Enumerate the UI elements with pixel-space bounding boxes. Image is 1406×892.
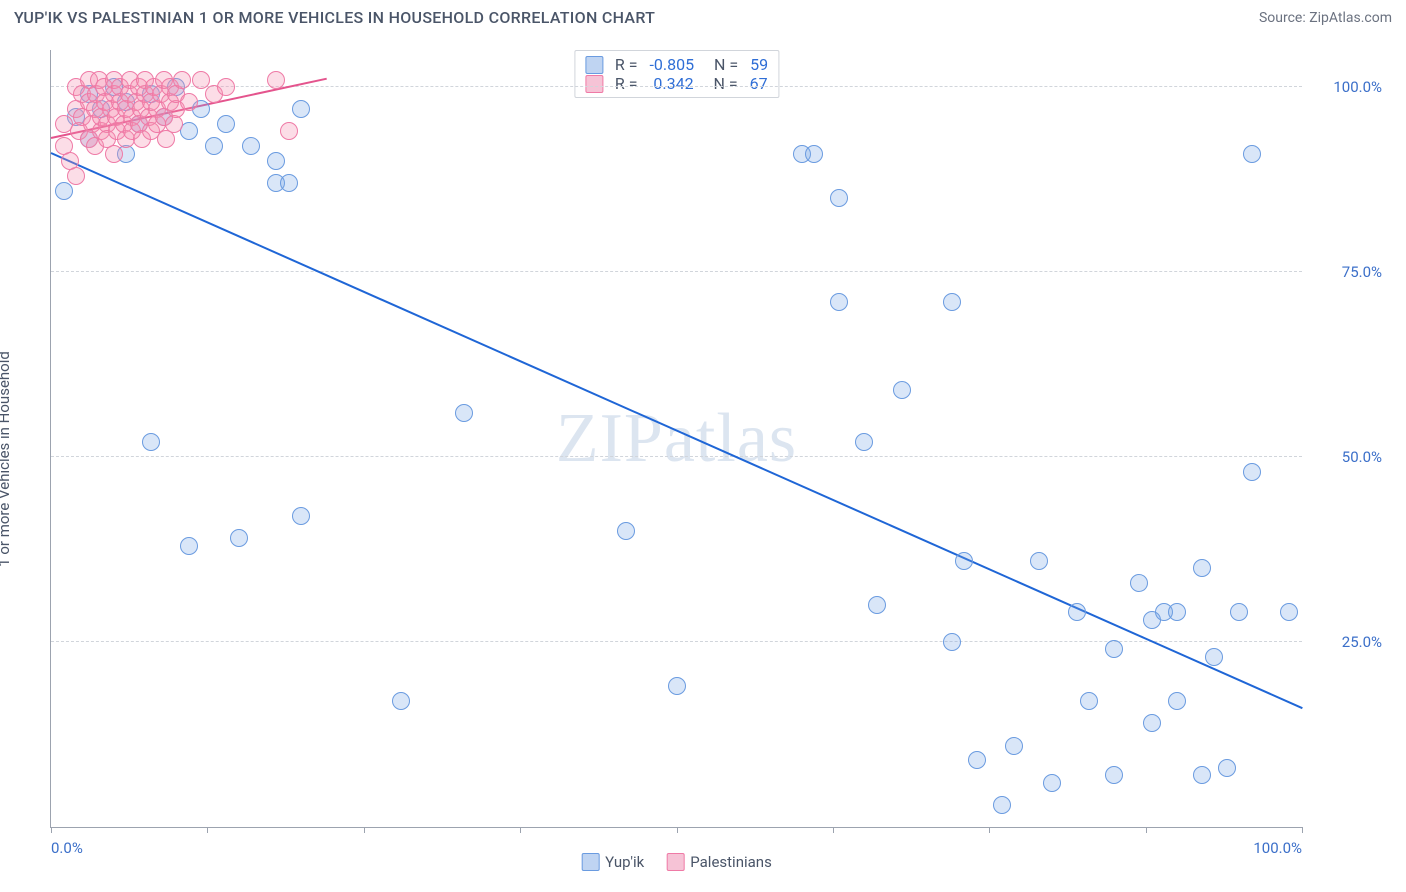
data-point	[1105, 640, 1123, 658]
data-point	[855, 433, 873, 451]
legend-swatch	[666, 853, 684, 871]
data-point	[180, 537, 198, 555]
data-point	[280, 122, 298, 140]
data-point	[617, 522, 635, 540]
data-point	[55, 182, 73, 200]
data-point	[1043, 774, 1061, 792]
data-point	[1193, 559, 1211, 577]
data-point	[217, 78, 235, 96]
data-point	[993, 796, 1011, 814]
legend-r-value: -0.805	[649, 55, 694, 74]
series-legend-label: Palestinians	[690, 853, 772, 871]
data-point	[1280, 603, 1298, 621]
x-tick	[51, 827, 52, 833]
data-point	[1105, 766, 1123, 784]
data-point	[67, 167, 85, 185]
plot-region: ZIPatlas R = -0.805 N = 59 R = 0.342 N =…	[50, 50, 1302, 828]
legend-n-value: 67	[750, 74, 768, 93]
data-point	[1005, 737, 1023, 755]
data-point	[1168, 603, 1186, 621]
gridline	[51, 456, 1302, 457]
x-tick	[364, 827, 365, 833]
data-point	[242, 137, 260, 155]
legend-swatch	[585, 75, 603, 93]
x-tick	[520, 827, 521, 833]
data-point	[805, 145, 823, 163]
data-point	[1080, 692, 1098, 710]
data-point	[142, 433, 160, 451]
x-tick	[1302, 827, 1303, 833]
data-point	[105, 145, 123, 163]
legend-row: R = -0.805 N = 59	[585, 55, 768, 74]
data-point	[1030, 552, 1048, 570]
source-label: Source: ZipAtlas.com	[1259, 10, 1392, 26]
x-tick	[1146, 827, 1147, 833]
series-legend-label: Yup'ik	[605, 853, 644, 871]
data-point	[1130, 574, 1148, 592]
data-point	[968, 751, 986, 769]
data-point	[1168, 692, 1186, 710]
series-legend: Yup'ik Palestinians	[581, 853, 772, 871]
data-point	[392, 692, 410, 710]
data-point	[292, 100, 310, 118]
data-point	[1243, 145, 1261, 163]
gridline	[51, 271, 1302, 272]
data-point	[1243, 463, 1261, 481]
data-point	[668, 677, 686, 695]
x-tick	[677, 827, 678, 833]
gridline	[51, 86, 1302, 87]
chart-title: YUP'IK VS PALESTINIAN 1 OR MORE VEHICLES…	[14, 8, 655, 27]
x-tick	[207, 827, 208, 833]
y-tick-label: 100.0%	[1312, 78, 1382, 96]
y-tick-label: 25.0%	[1312, 633, 1382, 651]
data-point	[830, 293, 848, 311]
data-point	[955, 552, 973, 570]
x-tick-label: 100.0%	[1253, 839, 1302, 857]
data-point	[267, 71, 285, 89]
series-legend-item: Palestinians	[666, 853, 772, 871]
y-tick-label: 50.0%	[1312, 448, 1382, 466]
legend-row: R = 0.342 N = 67	[585, 74, 768, 93]
data-point	[1205, 648, 1223, 666]
data-point	[292, 507, 310, 525]
data-point	[267, 152, 285, 170]
data-point	[192, 71, 210, 89]
data-point	[830, 189, 848, 207]
data-point	[205, 137, 223, 155]
correlation-legend: R = -0.805 N = 59 R = 0.342 N = 67	[574, 50, 779, 98]
legend-swatch	[585, 56, 603, 74]
data-point	[1068, 603, 1086, 621]
data-point	[455, 404, 473, 422]
data-point	[230, 529, 248, 547]
legend-n-value: 59	[750, 55, 768, 74]
y-tick-label: 75.0%	[1312, 263, 1382, 281]
data-point	[893, 381, 911, 399]
data-point	[173, 71, 191, 89]
x-tick	[989, 827, 990, 833]
x-tick	[833, 827, 834, 833]
data-point	[943, 633, 961, 651]
trend-line	[51, 152, 1303, 709]
chart-header: YUP'IK VS PALESTINIAN 1 OR MORE VEHICLES…	[0, 0, 1406, 31]
data-point	[1230, 603, 1248, 621]
data-point	[1193, 766, 1211, 784]
series-legend-item: Yup'ik	[581, 853, 644, 871]
y-axis-label: 1 or more Vehicles in Household	[0, 351, 13, 567]
data-point	[217, 115, 235, 133]
chart-area: 1 or more Vehicles in Household ZIPatlas…	[14, 40, 1392, 878]
data-point	[180, 93, 198, 111]
data-point	[280, 174, 298, 192]
legend-r-value: 0.342	[649, 74, 693, 93]
data-point	[943, 293, 961, 311]
x-tick-label: 0.0%	[51, 839, 83, 857]
data-point	[868, 596, 886, 614]
data-point	[1143, 714, 1161, 732]
data-point	[1218, 759, 1236, 777]
legend-swatch	[581, 853, 599, 871]
